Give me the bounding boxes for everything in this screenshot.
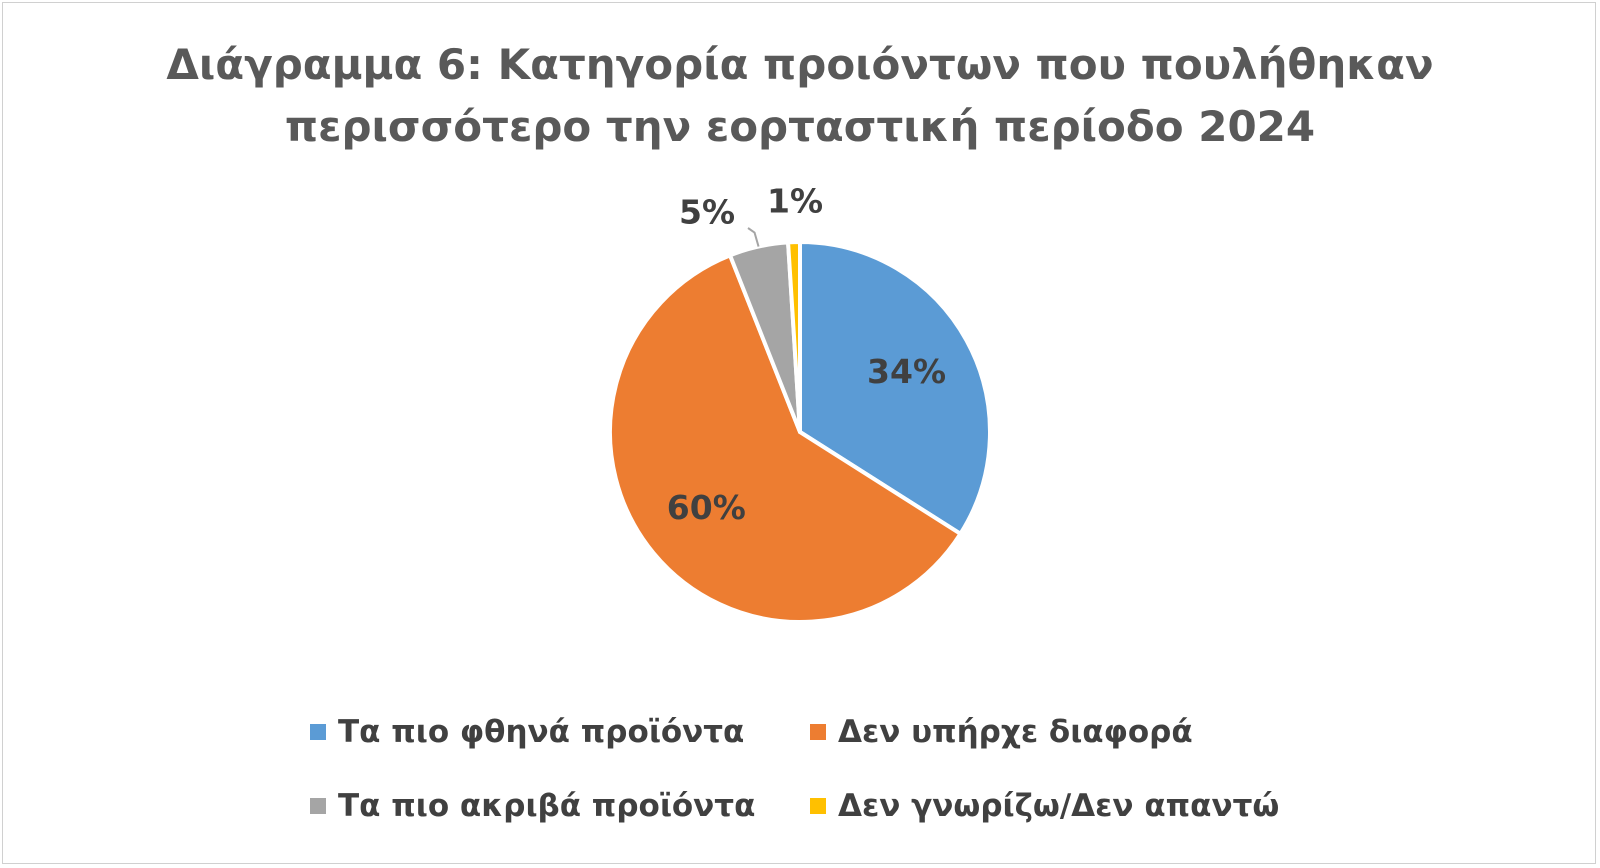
legend-item-most-expensive: Τα πιο ακριβά προϊόντα	[310, 784, 810, 828]
legend-swatch-most-expensive	[310, 798, 326, 814]
legend-label-no-difference: Δεν υπήρχε διαφορά	[838, 714, 1193, 750]
legend-label-most-expensive: Τα πιο ακριβά προϊόντα	[338, 788, 756, 824]
chart-title-line-2: περισσότερο την εορταστική περίοδο 2024	[284, 102, 1316, 151]
legend-swatch-dont-know	[810, 798, 826, 814]
legend: Τα πιο φθηνά προϊόντα Δεν υπήρχε διαφορά…	[310, 710, 1310, 828]
legend-label-dont-know: Δεν γνωρίζω/Δεν απαντώ	[838, 788, 1280, 824]
legend-swatch-no-difference	[810, 724, 826, 740]
chart-title: Διάγραμμα 6: Κατηγορία προιόντων που που…	[0, 34, 1600, 158]
legend-swatch-cheapest	[310, 724, 326, 740]
data-label-no-difference: 60%	[667, 488, 746, 527]
leader-line-most-expensive	[747, 227, 760, 247]
legend-item-cheapest: Τα πιο φθηνά προϊόντα	[310, 710, 810, 754]
pie-slice-no-difference	[608, 253, 963, 624]
pie-slice-dont-know	[786, 240, 802, 434]
data-label-cheapest: 34%	[867, 352, 946, 391]
legend-label-cheapest: Τα πιο φθηνά προϊόντα	[338, 714, 745, 750]
data-label-dont-know: 1%	[767, 182, 823, 221]
data-label-most-expensive: 5%	[679, 193, 735, 232]
legend-item-no-difference: Δεν υπήρχε διαφορά	[810, 710, 1310, 754]
legend-item-dont-know: Δεν γνωρίζω/Δεν απαντώ	[810, 784, 1310, 828]
chart-title-line-1: Διάγραμμα 6: Κατηγορία προιόντων που που…	[166, 40, 1434, 89]
